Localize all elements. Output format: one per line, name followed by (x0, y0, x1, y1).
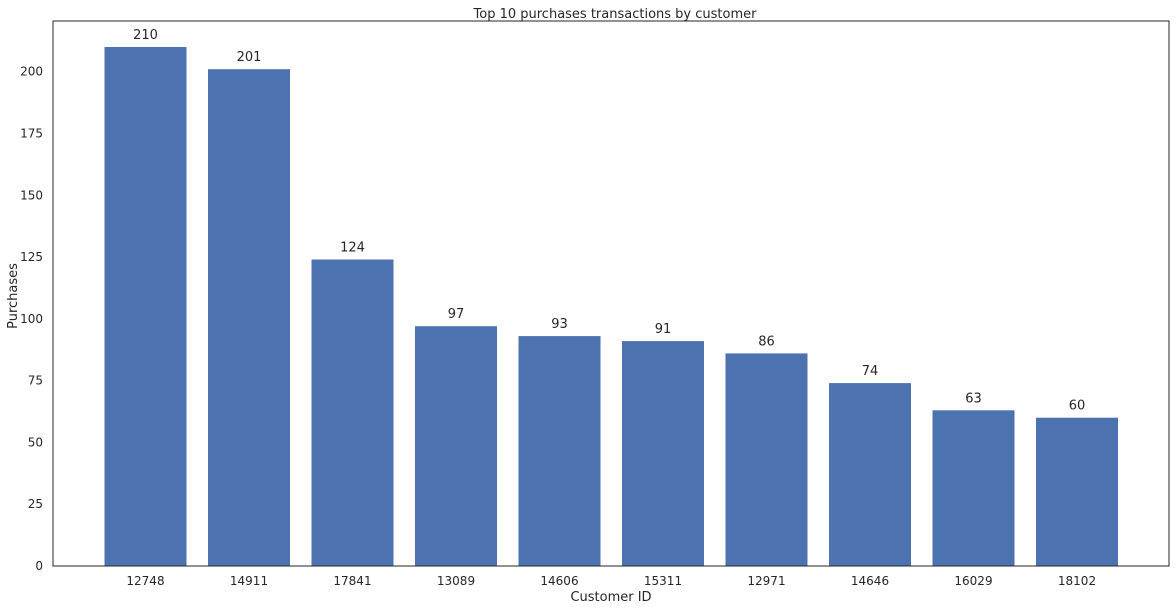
x-axis: 12748 14911 17841 13089 14606 15311 12971 14646… (126, 574, 1096, 588)
bar-12748 (104, 47, 187, 566)
y-tick-label: 50 (28, 435, 43, 449)
data-label-15311: 91 (655, 322, 672, 337)
y-tick-label: 150 (20, 188, 43, 202)
plot-area: 210 201 124 97 93 91 86 74 63 60 (104, 28, 1118, 566)
x-tick-label: 15311 (644, 574, 682, 588)
x-tick-label: 12971 (747, 574, 785, 588)
x-tick-label: 13089 (437, 574, 475, 588)
bar-13089 (415, 326, 497, 566)
y-tick-label: 175 (20, 127, 43, 141)
x-tick-label: 12748 (126, 574, 164, 588)
y-tick-label: 25 (28, 497, 43, 511)
chart-title: Top 10 purchases transactions by custome… (473, 7, 758, 22)
bar-17841 (311, 259, 394, 566)
x-tick-label: 14911 (230, 574, 268, 588)
x-tick-label: 18102 (1058, 574, 1096, 588)
x-tick-label: 17841 (333, 574, 371, 588)
y-tick-label: 75 (28, 374, 43, 388)
data-label-17841: 124 (340, 241, 365, 256)
data-label-14911: 201 (237, 50, 262, 65)
data-label-14646: 74 (862, 364, 879, 379)
x-tick-label: 14646 (851, 574, 889, 588)
bar-16029 (932, 410, 1015, 566)
bar-18102 (1036, 417, 1118, 566)
x-axis-label: Customer ID (570, 590, 651, 605)
bar-14646 (829, 383, 911, 566)
x-tick-label: 14606 (540, 574, 578, 588)
y-axis-label: Purchases (6, 263, 21, 329)
data-label-12971: 86 (758, 334, 775, 349)
y-tick-label: 125 (20, 250, 43, 264)
x-tick-label: 16029 (954, 574, 992, 588)
y-tick-label: 200 (20, 65, 43, 79)
y-axis: 0 25 50 75 100 125 150 175 200 (20, 65, 43, 573)
data-label-12748: 210 (133, 28, 158, 43)
data-label-18102: 60 (1069, 399, 1086, 414)
bar-12971 (725, 353, 808, 566)
data-label-14606: 93 (551, 317, 568, 332)
bar-14606 (518, 336, 601, 566)
y-tick-label: 100 (20, 312, 43, 326)
data-label-16029: 63 (965, 391, 982, 406)
y-tick-label: 0 (35, 559, 43, 573)
bar-14911 (208, 69, 290, 566)
bar-15311 (622, 341, 704, 566)
plot-frame (52, 20, 1170, 567)
data-label-13089: 97 (448, 307, 465, 322)
